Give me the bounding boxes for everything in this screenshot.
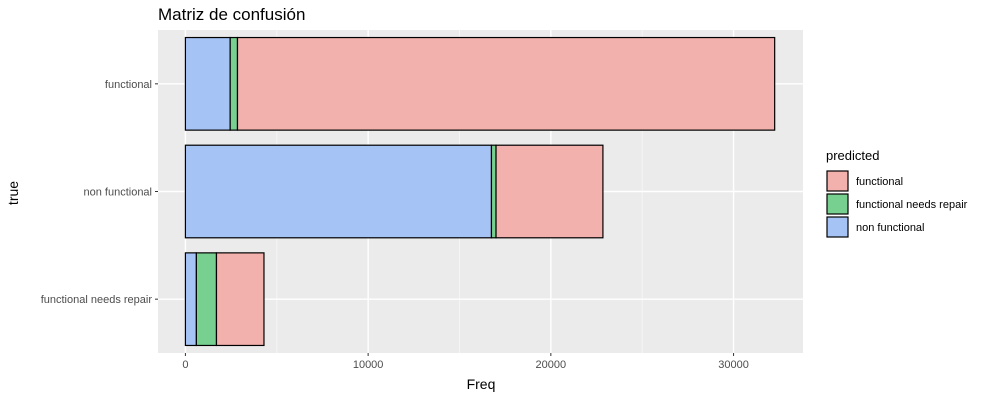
bar-segment — [236, 36, 776, 131]
x-axis-title: Freq — [467, 376, 496, 392]
y-tick-label: functional — [105, 79, 152, 91]
y-axis-title: true — [5, 181, 21, 205]
x-tick-label: 20000 — [536, 359, 567, 371]
bar-segment — [195, 252, 218, 347]
bar-segment — [490, 144, 497, 239]
legend-key — [826, 216, 849, 238]
legend-key — [826, 170, 849, 192]
bar-segment — [215, 252, 265, 347]
legend-label: functional needs repair — [856, 199, 968, 211]
y-axis: functional non functional functional needs… — [41, 79, 158, 306]
bars — [184, 36, 776, 347]
legend: predicted functional functional needs rep… — [826, 148, 968, 238]
chart-title: Matriz de confusión — [158, 5, 305, 24]
bar-segment — [184, 36, 231, 131]
x-tick-label: 10000 — [353, 359, 384, 371]
y-tick-label: non functional — [84, 187, 153, 199]
bar-segment — [495, 144, 604, 239]
legend-key — [826, 193, 849, 215]
legend-title: predicted — [826, 148, 879, 163]
x-axis: 0 10000 20000 30000 — [182, 353, 749, 371]
x-tick-label: 30000 — [718, 359, 749, 371]
x-tick-label: 0 — [182, 359, 188, 371]
legend-label: functional — [856, 176, 903, 188]
y-tick-label: functional needs repair — [41, 294, 153, 306]
legend-label: non functional — [856, 222, 925, 234]
bar-segment — [229, 36, 239, 131]
bar-segment — [184, 252, 197, 347]
bar-segment — [184, 144, 493, 239]
